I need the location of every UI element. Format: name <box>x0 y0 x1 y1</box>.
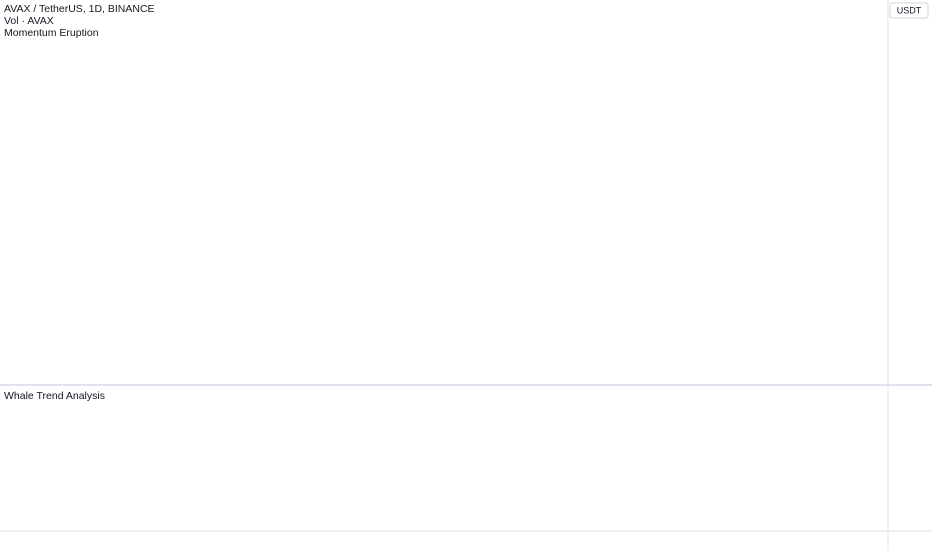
indicator-title: Momentum Eruption <box>4 27 99 39</box>
time-axis-panel <box>0 531 932 550</box>
volume-title: Vol · AVAX <box>4 15 54 27</box>
currency-box[interactable] <box>889 2 929 19</box>
currency[interactable]: USDT <box>897 5 922 15</box>
symbol-title: AVAX / TetherUS, 1D, BINANCE <box>4 3 155 15</box>
whale-title: Whale Trend Analysis <box>4 390 105 402</box>
price-axis-panel <box>888 0 932 550</box>
